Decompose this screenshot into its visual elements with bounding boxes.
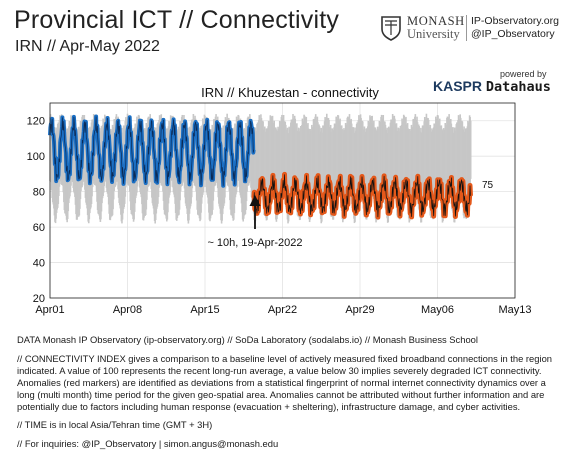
chart-title: IRN // Khuzestan - connectivity: [201, 85, 379, 100]
anomaly-series-trace: [253, 174, 471, 218]
page-title: Provincial ICT // Connectivity: [14, 6, 340, 34]
observatory-handles: IP-Observatory.org @IP_Observatory: [471, 15, 559, 41]
x-tick-label: May13: [498, 304, 531, 316]
x-tick-label: Apr15: [190, 304, 219, 316]
powered-by-label: powered by: [500, 69, 547, 79]
page-subtitle: IRN // Apr-May 2022: [15, 38, 160, 55]
y-tick-label: 60: [33, 222, 45, 234]
y-tick-label: 40: [33, 258, 45, 270]
footnotes: DATA Monash IP Observatory (ip-observato…: [17, 334, 552, 456]
x-tick-label: May06: [421, 304, 454, 316]
note-data-sources: DATA Monash IP Observatory (ip-observato…: [17, 334, 478, 345]
note-connectivity-index: // CONNECTIVITY INDEX gives a comparison…: [17, 352, 552, 412]
datahaus-word: Datahaus: [485, 79, 551, 95]
y-tick-label: 120: [27, 116, 45, 128]
header-divider: [466, 15, 467, 41]
kaspr-word: KASPR: [433, 78, 483, 94]
connectivity-chart: IRN // Khuzestan - connectivity 20 40 60 80…: [27, 85, 532, 316]
final-value-label: 75: [482, 180, 494, 191]
annotation-label: ~ 10h, 19-Apr-2022: [207, 237, 302, 249]
y-tick-label: 20: [33, 293, 45, 305]
university-line-1: MONASH: [407, 14, 465, 28]
site-link[interactable]: IP-Observatory.org: [471, 15, 559, 27]
kaspr-logo: KASPR Datahaus: [433, 78, 551, 95]
university-line-2: University: [407, 27, 460, 41]
x-tick-label: Apr22: [268, 304, 297, 316]
note-time: // TIME is in local Asia/Tehran time (GM…: [17, 419, 213, 430]
x-tick-label: Apr29: [345, 304, 374, 316]
monash-crest-icon: [381, 16, 401, 41]
annotation-arrow-head: [249, 195, 261, 206]
x-tick-label: Apr08: [113, 304, 142, 316]
twitter-handle[interactable]: @IP_Observatory: [471, 28, 555, 40]
university-name: MONASH University: [407, 15, 465, 41]
y-tick-label: 80: [33, 187, 45, 199]
note-inquiries: // For inquiries: @IP_Observatory | simo…: [17, 437, 279, 449]
connectivity-series-trace: [49, 116, 255, 186]
y-tick-label: 100: [27, 151, 45, 163]
x-tick-label: Apr01: [35, 304, 64, 316]
plot-frame: [49, 102, 516, 299]
